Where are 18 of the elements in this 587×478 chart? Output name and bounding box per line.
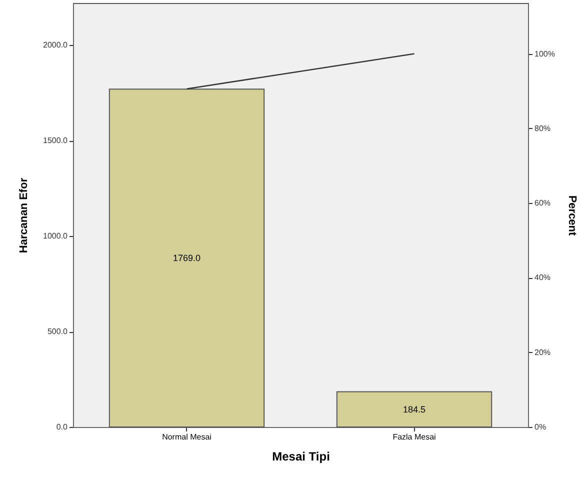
y-axis-title: Harcanan Efor xyxy=(18,177,30,254)
y-tick-label: 1000.0 xyxy=(43,232,68,241)
y2-tick-label: 80% xyxy=(534,124,551,133)
y-tick-label: 1500.0 xyxy=(43,136,68,146)
y-tick-label: 0.0 xyxy=(56,422,68,432)
y2-tick-label: 40% xyxy=(534,273,551,282)
y-tick-label: 2000.0 xyxy=(43,40,68,50)
x-tick-label: Fazla Mesai xyxy=(392,432,436,442)
y2-tick-label: 20% xyxy=(534,348,551,357)
y2-axis-title: Percent xyxy=(566,195,578,236)
x-tick-label: Normal Mesai xyxy=(162,432,212,442)
y-tick-label: 500.0 xyxy=(47,327,68,336)
y2-tick-label: 0% xyxy=(534,422,546,432)
y2-tick-label: 100% xyxy=(534,49,555,58)
data-label: 1769.0 xyxy=(172,253,201,264)
data-label: 184.5 xyxy=(402,404,426,414)
y2-tick-label: 60% xyxy=(534,198,551,208)
x-axis-title: Mesai Tipi xyxy=(272,450,330,464)
